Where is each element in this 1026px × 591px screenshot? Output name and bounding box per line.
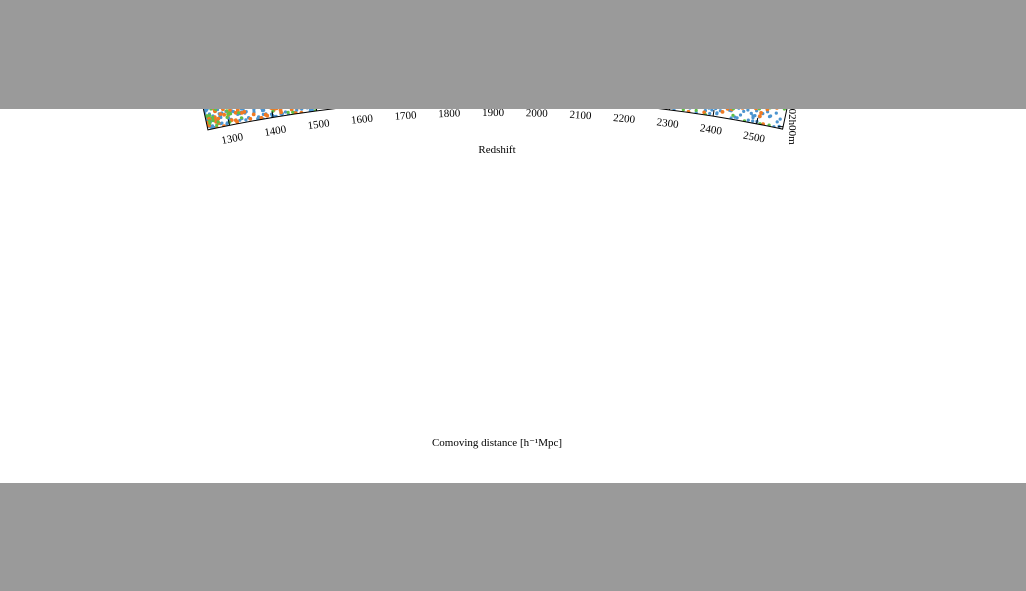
galaxy-point	[775, 109, 779, 110]
galaxy-point	[233, 110, 238, 115]
galaxy-point	[252, 109, 256, 112]
galaxy-point	[774, 111, 778, 115]
galaxy-point	[708, 111, 712, 116]
galaxy-point	[283, 110, 288, 114]
galaxy-point	[222, 112, 227, 117]
galaxy-point	[754, 109, 758, 111]
galaxy-point	[289, 109, 294, 112]
galaxy-point	[775, 120, 779, 124]
galaxy-point	[710, 109, 714, 112]
galaxy-point	[228, 109, 232, 113]
galaxy-point	[233, 118, 238, 123]
galaxy-point	[688, 109, 692, 110]
galaxy-point	[746, 118, 750, 122]
galaxy-point	[248, 116, 253, 121]
galaxy-point	[274, 109, 279, 111]
galaxy-point	[738, 113, 743, 117]
galaxy-point	[239, 109, 243, 111]
galaxy-point	[295, 109, 299, 112]
wedge-scatter-plot: 1300 1400 1500 1600 1700 1800 1900 2000 2100 2200…	[202, 109, 798, 449]
plot-panel: 1300 1400 1500 1600 1700 1800 1900 2000 2100 2200…	[0, 109, 1026, 483]
galaxy-point	[751, 116, 755, 120]
galaxy-point	[205, 109, 209, 112]
galaxy-point	[713, 109, 718, 110]
galaxy-point	[244, 118, 248, 122]
galaxy-point	[263, 112, 268, 117]
galaxy-point	[260, 109, 264, 110]
galaxy-point	[758, 114, 762, 119]
galaxy-point	[305, 109, 309, 110]
galaxy-point	[742, 109, 746, 113]
galaxy-point	[778, 117, 782, 121]
galaxy-point	[730, 109, 734, 112]
galaxy-point	[225, 122, 229, 126]
galaxy-point	[715, 111, 719, 115]
galaxy-point	[242, 110, 247, 114]
galaxy-point	[218, 112, 223, 116]
galaxy-point	[262, 109, 266, 112]
galaxy-point	[737, 109, 741, 110]
galaxy-point	[707, 109, 711, 110]
galaxy-point	[735, 116, 739, 120]
galaxy-point	[720, 110, 725, 114]
galaxy-point	[751, 119, 755, 123]
galaxy-point	[308, 109, 313, 111]
galaxy-point	[278, 109, 283, 113]
galaxy-point	[753, 114, 757, 118]
galaxy-point	[257, 115, 261, 119]
galaxy-point	[300, 109, 304, 111]
galaxy-point	[767, 115, 772, 119]
galaxy-point	[725, 109, 730, 111]
galaxy-point	[746, 109, 750, 112]
galaxy-point	[220, 121, 224, 125]
galaxy-point	[749, 111, 753, 115]
galaxy-point	[238, 118, 242, 122]
galaxy-point	[221, 109, 225, 112]
galaxy-point	[759, 111, 763, 115]
galaxy-point	[765, 109, 770, 112]
galaxy-point	[235, 109, 240, 112]
galaxy-point	[216, 116, 221, 121]
